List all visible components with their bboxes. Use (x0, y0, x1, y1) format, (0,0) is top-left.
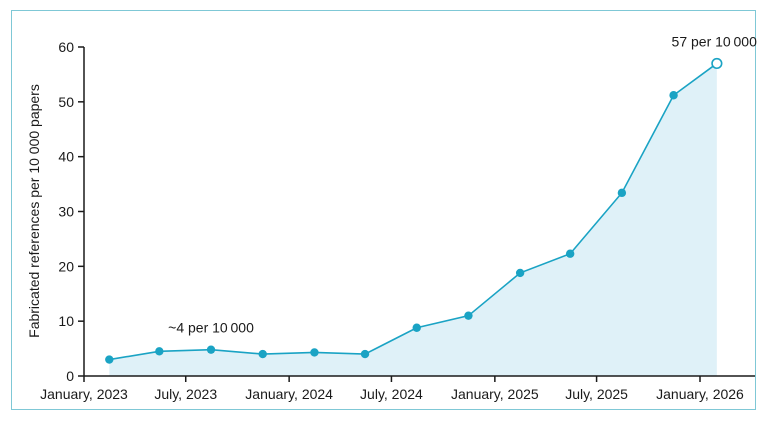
data-point (565, 249, 575, 258)
x-tick-label: January, 2025 (451, 386, 539, 402)
data-point-open (711, 57, 723, 70)
data-point (155, 347, 164, 356)
y-tick-label: 40 (58, 149, 74, 165)
label-layer: 0 10 20 30 40 50 60 January, 2023 July, 2023 Janu… (40, 33, 757, 402)
y-tick-label: 30 (58, 204, 74, 220)
x-tick-label: July, 2023 (154, 386, 217, 402)
data-point (310, 348, 319, 357)
data-point (669, 91, 678, 100)
annotation-label: 57 per 10 000 (672, 33, 758, 49)
annotation-label: ~4 per 10 000 (168, 320, 254, 336)
series-area (109, 63, 717, 376)
y-tick-label: 0 (66, 368, 74, 384)
data-point (464, 311, 473, 320)
marker-layer (105, 57, 723, 364)
data-point (360, 349, 370, 359)
y-tick-label: 60 (58, 39, 74, 55)
data-point (412, 323, 421, 332)
x-tick-label: July, 2025 (565, 386, 628, 402)
x-tick-label: January, 2024 (245, 386, 333, 402)
area-layer (109, 63, 717, 376)
x-tick-label: January, 2023 (40, 386, 128, 402)
x-tick-label: July, 2024 (360, 386, 423, 402)
data-point (105, 355, 114, 364)
x-tick-label: January, 2026 (656, 386, 744, 402)
axes-layer (78, 46, 755, 382)
data-point (617, 188, 627, 198)
y-tick-label: 10 (58, 313, 74, 329)
y-tick-label: 20 (58, 258, 74, 274)
data-point (515, 268, 525, 278)
data-point (206, 345, 216, 354)
y-tick-label: 50 (58, 94, 74, 110)
data-point (258, 349, 267, 359)
y-axis-title: Fabricated references per 10 000 papers (26, 84, 42, 338)
